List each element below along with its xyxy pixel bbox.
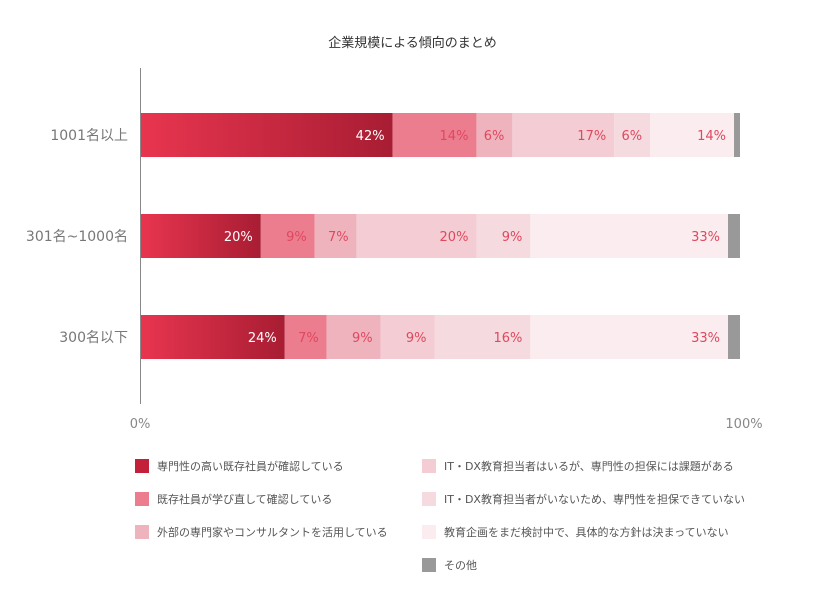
- data-label: 14%: [440, 129, 469, 144]
- bar-segment: [392, 113, 477, 157]
- x-tick-label: 100%: [725, 417, 762, 432]
- legend-swatch: [135, 525, 149, 539]
- data-label: 20%: [224, 230, 253, 245]
- chart-title: 企業規模による傾向のまとめ: [328, 36, 497, 51]
- legend-item: IT・DX教育担当者がいないため、専門性を担保できていない: [422, 491, 745, 507]
- legend-item: 専門性の高い既存社員が確認している: [135, 458, 344, 474]
- data-label: 6%: [622, 129, 643, 144]
- legend-swatch: [422, 492, 436, 506]
- data-label: 6%: [484, 129, 505, 144]
- bar-segment: [141, 113, 393, 157]
- bar-segment: [650, 113, 735, 157]
- legend-item: IT・DX教育担当者はいるが、専門性の担保には課題がある: [422, 458, 734, 474]
- bar-segment: [380, 315, 435, 359]
- y-tick-labels: 1001名以上 301名~1000名 300名以下: [26, 128, 128, 346]
- data-label: 17%: [577, 129, 606, 144]
- bar-segment: [356, 214, 477, 258]
- data-label: 9%: [502, 230, 523, 245]
- bar-segment: [728, 315, 740, 359]
- bar-segment: [326, 315, 381, 359]
- bar-segment: [314, 214, 357, 258]
- legend-item: 外部の専門家やコンサルタントを活用している: [135, 524, 388, 540]
- legend-label: 外部の専門家やコンサルタントを活用している: [157, 526, 388, 539]
- data-label: 20%: [440, 230, 469, 245]
- bar-segment: [530, 315, 729, 359]
- bar-segment: [734, 113, 740, 157]
- bar-segment: [512, 113, 615, 157]
- data-label: 7%: [298, 331, 319, 346]
- data-label: 33%: [691, 230, 720, 245]
- legend-item: その他: [422, 557, 477, 573]
- bar-segment: [530, 214, 729, 258]
- legend-swatch: [422, 525, 436, 539]
- legend-swatch: [135, 492, 149, 506]
- x-tick-label: 0%: [130, 417, 151, 432]
- data-label: 7%: [328, 230, 349, 245]
- bar-segment: [476, 113, 513, 157]
- bar-segment: [141, 214, 261, 258]
- legend-swatch: [422, 558, 436, 572]
- bar-segment: [728, 214, 740, 258]
- y-tick-label: 300名以下: [59, 330, 128, 346]
- bar-segment: [614, 113, 651, 157]
- legend-label: IT・DX教育担当者がいないため、専門性を担保できていない: [444, 493, 745, 506]
- y-tick-label: 301名~1000名: [26, 229, 128, 245]
- data-label: 42%: [356, 129, 385, 144]
- bar-segment: [434, 315, 531, 359]
- data-label: 33%: [691, 331, 720, 346]
- bar-segment: [476, 214, 531, 258]
- legend-label: IT・DX教育担当者はいるが、専門性の担保には課題がある: [444, 460, 734, 473]
- legend-label: 専門性の高い既存社員が確認している: [157, 460, 344, 473]
- y-tick-label: 1001名以上: [50, 128, 128, 144]
- bar-segment: [260, 214, 315, 258]
- legend-swatch: [422, 459, 436, 473]
- data-label: 14%: [697, 129, 726, 144]
- legend-item: 既存社員が学び直して確認している: [135, 491, 332, 507]
- data-label: 24%: [248, 331, 277, 346]
- data-label: 9%: [406, 331, 427, 346]
- legend-label: 教育企画をまだ検討中で、具体的な方針は決まっていない: [444, 526, 729, 539]
- x-tick-labels: 0% 100%: [130, 417, 763, 432]
- legend-label: 既存社員が学び直して確認している: [157, 493, 333, 506]
- legend-label: その他: [444, 559, 477, 572]
- bars-layer: 42% 14% 6% 17% 6% 14% 20% 9% 7% 20% 9% 33% 24% 7% 9% 9%…: [141, 113, 740, 359]
- legend-item: 教育企画をまだ検討中で、具体的な方針は決まっていない: [422, 524, 729, 540]
- data-label: 16%: [493, 331, 522, 346]
- bar-segment: [141, 315, 285, 359]
- data-label: 9%: [352, 331, 373, 346]
- data-label: 9%: [286, 230, 307, 245]
- bar-segment: [284, 315, 327, 359]
- legend-swatch: [135, 459, 149, 473]
